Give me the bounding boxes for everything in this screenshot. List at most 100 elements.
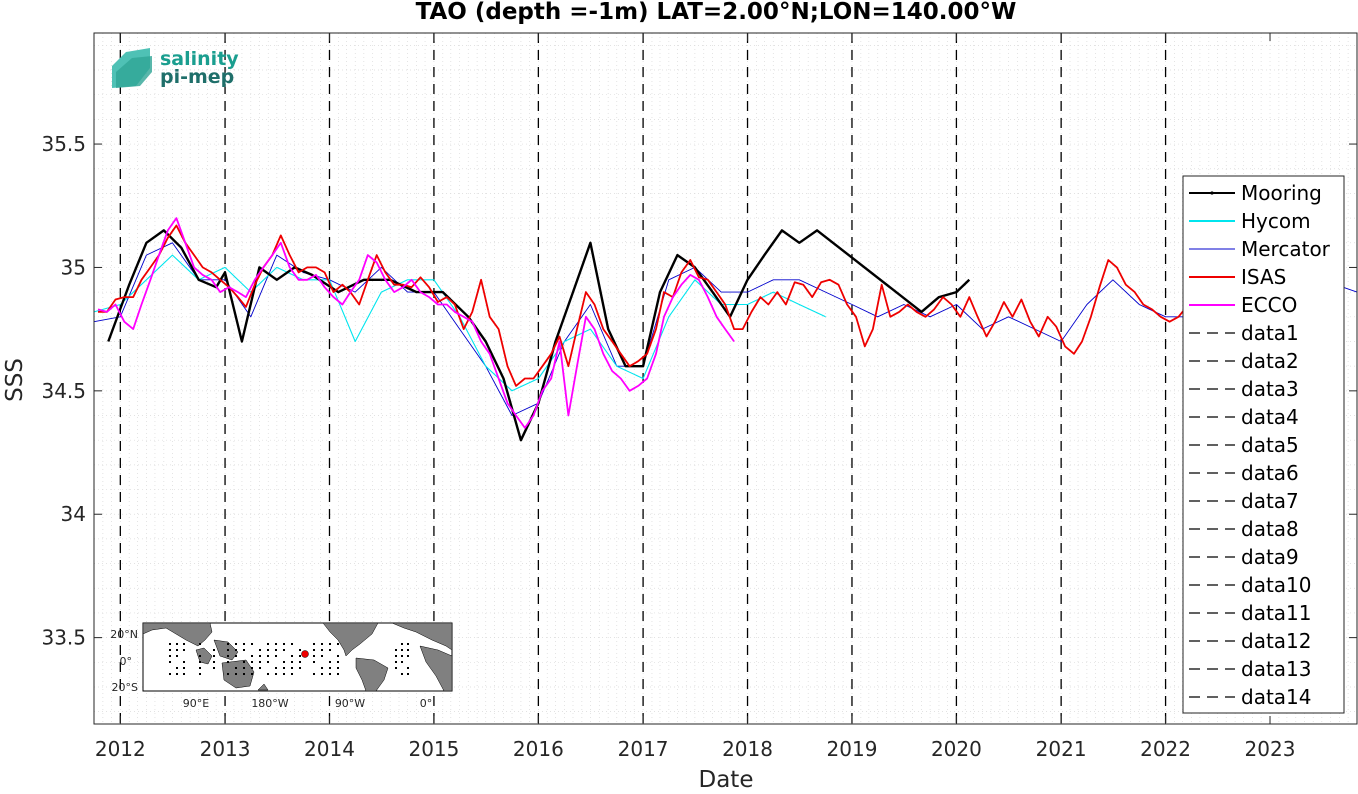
inset-lon-0: 0° xyxy=(420,697,433,710)
inset-lon-90e: 90°E xyxy=(183,697,209,710)
legend-label: ISAS xyxy=(1241,265,1286,289)
legend-label: data10 xyxy=(1241,573,1312,597)
mooring-dot xyxy=(267,661,269,663)
legend-item: Mercator xyxy=(1189,237,1331,261)
y-tick-label: 33.5 xyxy=(41,626,86,650)
x-tick-label: 2022 xyxy=(1140,737,1191,761)
mooring-dot xyxy=(176,643,178,645)
legend-item: data2 xyxy=(1189,349,1299,373)
mooring-dot xyxy=(329,661,331,663)
mooring-dot xyxy=(235,655,237,657)
legend-label: data12 xyxy=(1241,629,1312,653)
continents xyxy=(142,622,453,692)
mooring-dot xyxy=(321,643,323,645)
legend-item: data5 xyxy=(1189,433,1299,457)
x-tick-label: 2023 xyxy=(1245,737,1296,761)
legend-label: Mercator xyxy=(1241,237,1331,261)
mooring-dot xyxy=(337,673,339,675)
legend-label: data11 xyxy=(1241,601,1312,625)
chart-title: TAO (depth =-1m) LAT=2.00°N;LON=140.00°W xyxy=(416,0,1017,25)
mooring-dot xyxy=(213,661,215,663)
mooring-dot xyxy=(235,643,237,645)
y-axis-label: SSS xyxy=(2,358,28,402)
y-tick-label: 34.5 xyxy=(41,379,86,403)
mooring-dot xyxy=(291,667,293,669)
mooring-dot xyxy=(199,655,201,657)
mooring-dot xyxy=(321,655,323,657)
mooring-dot xyxy=(183,661,185,663)
mooring-dot xyxy=(259,661,261,663)
legend-item: Mooring xyxy=(1189,181,1322,205)
mooring-dot xyxy=(299,655,301,657)
legend-label: data2 xyxy=(1241,349,1299,373)
logo-line2: pi-mep xyxy=(160,66,234,88)
mooring-dot xyxy=(321,673,323,675)
mooring-dot xyxy=(401,655,403,657)
inset-lon-90w: 90°W xyxy=(335,697,365,710)
mooring-dot xyxy=(275,655,277,657)
legend-label: Mooring xyxy=(1241,181,1322,205)
mooring-dot xyxy=(313,643,315,645)
mooring-dot xyxy=(401,649,403,651)
legend-item: data11 xyxy=(1189,601,1312,625)
series-line-ecco xyxy=(97,217,735,429)
mooring-dot xyxy=(183,673,185,675)
legend-label: data3 xyxy=(1241,377,1299,401)
mooring-dot xyxy=(337,661,339,663)
mooring-dot xyxy=(176,655,178,657)
mooring-dot xyxy=(227,643,229,645)
salinity-pimep-logo: salinity pi-mep xyxy=(112,48,239,88)
mooring-dot xyxy=(275,643,277,645)
legend-marker xyxy=(1210,191,1214,195)
mooring-dot xyxy=(275,673,277,675)
mooring-dot xyxy=(283,649,285,651)
mooring-dot xyxy=(213,667,215,669)
inset-lat-20s: 20°S xyxy=(112,681,138,694)
mooring-dot xyxy=(227,649,229,651)
legend: Mooring Hycom Mercator ISAS ECCO data1 data2 da… xyxy=(1182,175,1345,714)
mooring-dot xyxy=(259,667,261,669)
mooring-dot xyxy=(299,649,301,651)
inset-lon-180w: 180°W xyxy=(251,697,288,710)
mooring-dot xyxy=(283,643,285,645)
mooring-dot xyxy=(251,643,253,645)
x-tick-label: 2014 xyxy=(304,737,355,761)
mooring-dot xyxy=(183,643,185,645)
mooring-dot xyxy=(401,661,403,663)
mooring-dot xyxy=(267,673,269,675)
mooring-dot xyxy=(407,643,409,645)
mooring-dot xyxy=(267,643,269,645)
inset-map: 20°N 0° 20°S 90°E 180°W 90°W 0° xyxy=(110,622,453,710)
mooring-dot xyxy=(169,673,171,675)
mooring-dot xyxy=(291,661,293,663)
mooring-dot xyxy=(291,673,293,675)
legend-label: data4 xyxy=(1241,405,1299,429)
mooring-dot xyxy=(299,667,301,669)
x-tick-label: 2013 xyxy=(200,737,251,761)
series-line-mooring xyxy=(107,229,971,442)
mooring-dot xyxy=(291,643,293,645)
legend-label: data1 xyxy=(1241,321,1299,345)
mooring-dot xyxy=(321,667,323,669)
mooring-dot xyxy=(283,661,285,663)
x-tick-label: 2015 xyxy=(408,737,459,761)
y-tick-label: 34 xyxy=(61,502,86,526)
mooring-dot xyxy=(407,655,409,657)
mooring-dot xyxy=(407,649,409,651)
plot-frame xyxy=(93,32,1358,725)
mooring-dot xyxy=(227,661,229,663)
mooring-dot xyxy=(235,673,237,675)
mooring-dot xyxy=(337,655,339,657)
legend-item: data9 xyxy=(1189,545,1299,569)
mooring-dot xyxy=(243,661,245,663)
legend-item: data4 xyxy=(1189,405,1299,429)
mooring-dot xyxy=(313,673,315,675)
mooring-dot xyxy=(401,673,403,675)
legend-item: data1 xyxy=(1189,321,1299,345)
legend-label: data14 xyxy=(1241,685,1312,709)
x-tick-label: 2020 xyxy=(931,737,982,761)
inset-lat-20n: 20°N xyxy=(110,628,138,641)
mooring-dot xyxy=(313,661,315,663)
